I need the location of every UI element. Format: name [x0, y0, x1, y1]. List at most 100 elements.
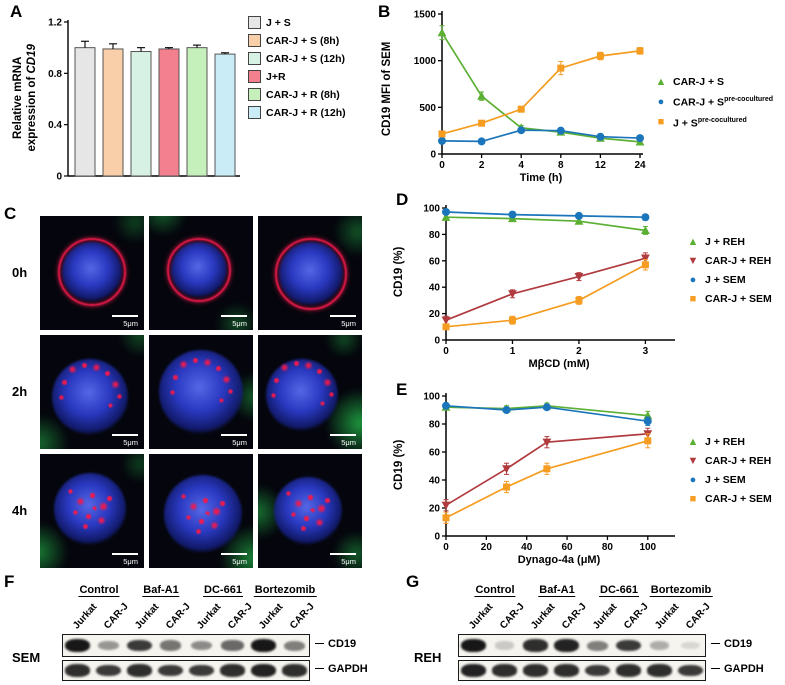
- scale-bar: [221, 315, 247, 317]
- legend-swatch-icon: [248, 70, 261, 83]
- lane-label: CAR-J: [683, 601, 713, 632]
- protein-band: [616, 639, 641, 652]
- timepoint-label-2h: 2h: [12, 384, 28, 399]
- treatment-label: DC-661: [203, 584, 243, 597]
- svg-text:2: 2: [479, 160, 485, 171]
- band-tick: [711, 667, 720, 670]
- legend-item: CAR-J + S (8h): [248, 34, 346, 47]
- svg-text:100: 100: [423, 204, 440, 215]
- svg-text:1: 1: [510, 346, 516, 357]
- scale-bar: [221, 434, 247, 436]
- legend-label: J+R: [266, 70, 286, 83]
- legend-label: J + SEM: [705, 274, 746, 286]
- protein-band: [250, 664, 277, 677]
- scale-bar: [221, 553, 247, 555]
- protein-band: [221, 640, 244, 651]
- timepoint-label-4h: 4h: [12, 503, 28, 518]
- svg-text:60: 60: [429, 448, 441, 459]
- legend-label: CAR-J + R (12h): [266, 106, 346, 119]
- lane-label: CAR-J: [287, 601, 317, 632]
- svg-text:3: 3: [643, 346, 649, 357]
- western-blot-sem: Control Baf-A1 DC-661 Bortezomib Jurkat CAR-J…: [4, 572, 402, 685]
- timepoint-label-0h: 0h: [12, 265, 28, 280]
- scale-label: 5μm: [341, 438, 356, 447]
- lane-label: Jurkat: [590, 601, 619, 632]
- legend-label: CAR-J + S: [673, 76, 725, 88]
- legend-marker-icon: ▲: [687, 235, 699, 248]
- line-chart-d: 0 20 40 60 80 100 0 1 2 3 MβCD (mM): [423, 204, 675, 370]
- protein-band: [96, 664, 121, 677]
- scale-label: 5μm: [123, 557, 138, 566]
- legend-item: CAR-J + R (12h): [248, 106, 346, 119]
- scale-label: 5μm: [232, 438, 247, 447]
- protein-band: [586, 640, 609, 651]
- micrograph-r2c0: 5μm: [40, 454, 144, 568]
- legend-item: ● CAR-J + Spre-cocultured: [654, 96, 773, 109]
- legend-item: J+R: [248, 70, 346, 83]
- cd19-puncta: [203, 514, 208, 519]
- panel-f-letter: F: [4, 572, 15, 591]
- legend-swatch-icon: [248, 88, 261, 101]
- treatment-label: Baf-A1: [538, 584, 576, 597]
- blot-strip-cd19: [62, 634, 310, 657]
- micrograph-r1c2: 5μm: [258, 335, 362, 449]
- protein-band: [553, 639, 580, 652]
- legend-swatch-icon: [248, 52, 261, 65]
- svg-text:1.2: 1.2: [48, 18, 62, 29]
- lane-label: CAR-J: [101, 601, 131, 632]
- legend-label: J + SEM: [705, 474, 746, 486]
- lane-label: Jurkat: [652, 601, 681, 632]
- protein-band: [585, 664, 610, 677]
- panel-c: C 0h 2h 4h 5μm 5μm 5μm 5μm 5μm 5μm 5μm 5μm 5μm: [4, 190, 372, 572]
- legend-swatch-icon: [248, 106, 261, 119]
- panel-d: D CD19 (%) 0 20 40 60 80 100 0 1 2 3 MβCD (mM) ▲ J …: [388, 190, 784, 380]
- panel-e-legend: ▲ J + REH ▼ CAR-J + REH ● J + SEM ■ CAR-J + SEM: [686, 436, 772, 505]
- protein-band: [220, 664, 245, 677]
- protein-band: [460, 664, 487, 677]
- protein-band: [65, 664, 90, 677]
- legend-swatch-icon: [248, 16, 261, 29]
- band-tick: [315, 667, 324, 670]
- protein-band: [159, 640, 182, 651]
- legend-marker-icon: ■: [657, 116, 665, 129]
- svg-text:20: 20: [429, 504, 441, 515]
- panel-e-letter: E: [396, 380, 408, 399]
- svg-text:20: 20: [481, 542, 493, 553]
- car-t-cell-fluorescence: [110, 335, 144, 365]
- legend-item: ▲ J + REH: [686, 436, 772, 448]
- svg-text:80: 80: [429, 420, 441, 431]
- panel-a: A Relative mRNA expression of CD19 0 0.4 0…: [4, 2, 370, 188]
- protein-band: [678, 664, 703, 677]
- svg-text:8: 8: [558, 160, 564, 171]
- scale-bar: [330, 553, 356, 555]
- lane-label: CAR-J: [621, 601, 651, 632]
- svg-text:MβCD (mM): MβCD (mM): [528, 358, 589, 370]
- nucleus-dapi: [266, 359, 338, 431]
- panel-a-letter: A: [10, 2, 23, 21]
- nucleus-dapi: [52, 359, 128, 435]
- protein-band: [127, 639, 152, 652]
- nucleus-dapi: [54, 473, 126, 545]
- band-label: CD19: [711, 638, 752, 650]
- cd19-puncta: [201, 392, 206, 397]
- legend-marker-icon: ●: [689, 273, 697, 286]
- lane-label: Jurkat: [528, 601, 557, 632]
- svg-text:80: 80: [602, 542, 614, 553]
- legend-label: CAR-J + REH: [705, 255, 772, 267]
- protein-band: [495, 641, 514, 650]
- protein-band: [190, 640, 213, 651]
- blot-strip-cd19: [458, 634, 706, 657]
- cell-line-label-sem: SEM: [12, 650, 41, 665]
- svg-text:60: 60: [562, 542, 574, 553]
- band-label: GAPDH: [711, 663, 764, 675]
- legend-label: CAR-J + R (8h): [266, 88, 340, 101]
- band-tick: [315, 642, 324, 645]
- cd19-puncta: [90, 509, 95, 514]
- svg-text:60: 60: [429, 256, 441, 267]
- lane-label: Jurkat: [132, 601, 161, 632]
- panel-b-y-axis-title: CD19 MFI of SEM: [381, 41, 394, 137]
- protein-band: [98, 640, 119, 651]
- cell-line-label-reh: REH: [414, 650, 442, 665]
- legend-marker-icon: ▼: [687, 254, 699, 267]
- protein-band: [460, 639, 487, 652]
